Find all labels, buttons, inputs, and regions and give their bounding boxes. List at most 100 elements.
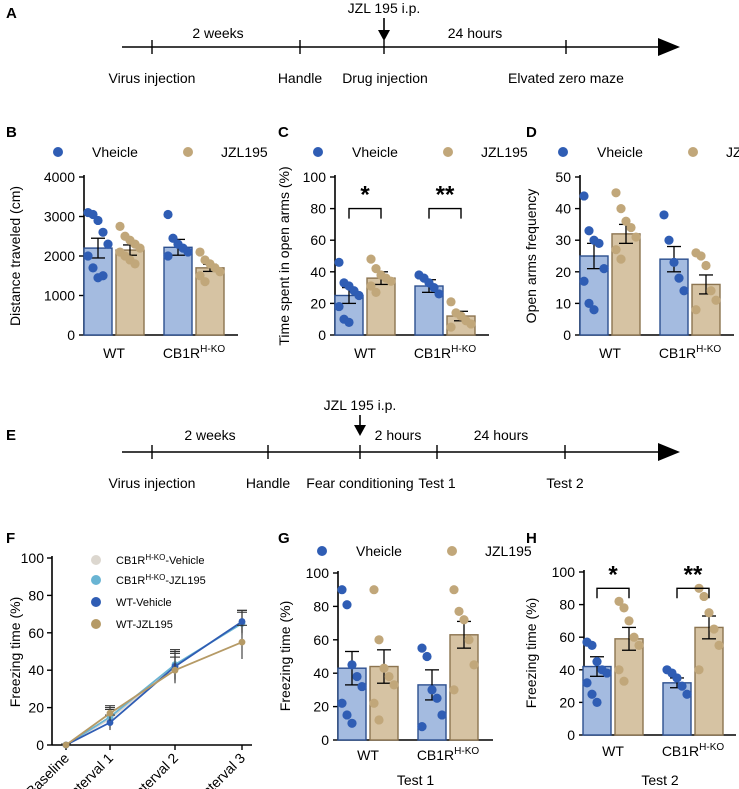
panel-g-point-vehicle-1-3 [432,693,442,703]
panel-f-ytick-label-0: 0 [36,737,44,753]
timeline-a-event-virus: Virus injection [109,70,196,86]
panel-c-point-vehicle-1-4 [434,289,444,299]
panel-c-ylabel: Time spent in open arms (%) [276,166,292,345]
panel-b-ytick-label-1: 1000 [44,288,75,304]
panel-b-point-jzl195-1-4 [215,267,225,277]
panel-h-xtick-ko: CB1RH-KO [662,742,725,759]
panel-g-point-jzl195-1-4 [469,660,479,670]
panel-d-point-vehicle-1-0 [659,210,669,220]
panel-f-xtick-label-2: Interval 2 [129,750,181,789]
panel-b-xtick-wt: WT [103,345,125,361]
panel-c-ytick-label-2: 40 [310,264,326,280]
panel-d: D 0 10 20 30 40 50 Open arms frequency Vheicle JZ… [523,124,739,361]
panel-g-point-vehicle-1-1 [422,651,432,662]
panel-g-point-vehicle-1-0 [417,643,427,653]
panel-h-point-jzl195-1-5 [694,665,704,675]
panel-b-legend-vehicle-label: Vheicle [92,144,138,160]
panel-h-ylabel: Freezing time (%) [523,598,539,708]
panel-h-point-jzl195-0-6 [619,676,629,686]
panel-h-point-vehicle-1-2 [672,673,682,683]
panel-c-ytick-label-5: 100 [303,169,327,185]
panel-d-label: D [526,124,537,141]
panel-c-sig-mark-1: ** [436,182,455,209]
panel-f-xtick-label-1: Interval 1 [64,750,116,789]
panel-c-point-jzl195-1-0 [446,297,456,307]
panel-c-legend-drug-label: JZL195 [481,144,528,160]
panel-h-point-vehicle-0-1 [587,640,597,650]
timeline-a-drug-label: JZL 195 i.p. [348,0,421,16]
panel-c-point-vehicle-0-5 [334,301,344,312]
panel-d-point-jzl195-0-5 [611,245,621,255]
panel-f-label: F [6,530,15,547]
panel-h-xtick-wt: WT [602,743,624,759]
panel-d-point-vehicle-0-5 [579,276,589,286]
panel-d-point-jzl195-1-5 [691,305,701,315]
panel-d-point-vehicle-0-0 [579,191,589,201]
panel-h-point-jzl195-0-1 [619,603,629,613]
panel-h-ytick-label-5: 100 [552,564,576,580]
panel-f-legend-dot-1 [91,575,101,585]
panel-h-point-vehicle-0-2 [592,657,602,667]
panel-f-ytick-label-3: 60 [28,625,44,641]
panel-b-point-vehicle-0-3 [98,227,108,237]
panel-g-point-vehicle-0-3 [352,671,362,682]
panel-c: C 0 20 40 60 80 100 Time spent in open arms (%)… [276,124,528,361]
panel-h-point-jzl195-0-5 [614,665,624,675]
panel-h-sig-mark-0: * [608,561,618,588]
panel-g-point-vehicle-0-5 [337,698,347,708]
panel-b-legend-vehicle-dot [53,147,63,157]
panel-d-point-jzl195-1-4 [711,295,721,305]
timeline-e-event-test2: Test 2 [546,475,584,491]
panel-d-point-vehicle-0-6 [584,298,594,308]
panel-g-point-vehicle-0-2 [347,660,357,670]
timeline-e-segment-3: 24 hours [474,427,528,443]
panel-g-point-jzl195-1-1 [454,606,464,617]
panel-c-xtick-ko: CB1RH-KO [414,344,477,361]
panel-h-point-vehicle-1-4 [682,689,692,699]
panel-h-point-jzl195-1-3 [709,624,719,634]
panel-g-point-jzl195-1-0 [449,585,459,595]
panel-h-sig-bracket-1 [676,587,710,599]
panel-c-point-jzl195-0-5 [366,281,376,291]
panel-h-point-vehicle-1-3 [677,681,687,691]
panel-c-point-vehicle-0-0 [334,257,344,267]
panel-g-point-jzl195-1-3 [464,635,474,645]
panel-g-point-vehicle-0-6 [342,710,352,720]
panel-f-xtick-label-0: Baseline [23,750,72,789]
panel-d-point-vehicle-0-3 [594,238,604,248]
panel-d-ytick-label-3: 30 [555,232,571,248]
timeline-a-drug-arrowhead [378,30,390,41]
panel-g-ytick-label-0: 0 [321,732,329,748]
panel-g-label: G [278,530,290,547]
panel-h-point-jzl195-0-3 [629,632,639,642]
panel-g-point-jzl195-0-1 [374,635,384,645]
panel-d-xtick-ko: CB1RH-KO [659,344,722,361]
panel-f-legend-label-1: CB1RH-KO-JZL195 [116,573,206,587]
panel-d-legend-vehicle-dot [558,147,568,157]
panel-h-ytick-label-0: 0 [567,727,575,743]
panel-b-point-vehicle-0-6 [88,263,98,273]
panel-h-point-vehicle-0-4 [602,668,612,678]
panel-h-point-vehicle-0-5 [582,678,592,688]
timeline-e-event-test1: Test 1 [418,475,456,491]
panel-h-ytick-label-4: 80 [559,597,575,613]
panel-c-legend-drug-dot [443,147,453,157]
panel-c-bar-jzl195-0 [366,277,396,336]
panel-b-point-jzl195-0-0 [115,221,125,231]
panel-f-legend-dot-0 [91,555,101,565]
panel-d-point-jzl195-1-3 [706,286,716,296]
panel-b-bar-jzl195-1 [195,267,225,336]
panel-g-point-jzl195-1-5 [449,685,459,695]
panel-g-point-jzl195-0-3 [384,671,394,682]
panel-b: B 0 1000 2000 3000 4000 Distance traveled (cm)… [6,124,268,361]
panel-h-point-jzl195-0-4 [634,640,644,650]
timeline-a-event-maze: Elvated zero maze [508,70,624,86]
timeline-a: A JZL 195 i.p. 2 weeks 24 hours Virus in… [6,0,680,86]
panel-c-sig-bracket-1 [428,207,462,219]
panel-b-bar-vehicle-1 [163,246,193,336]
panel-g-point-jzl195-1-2 [459,615,469,625]
panel-h-point-jzl195-0-2 [624,616,634,626]
panel-g-legend-vehicle-label: Vheicle [356,543,402,559]
panel-h-ytick-label-1: 20 [559,694,575,710]
